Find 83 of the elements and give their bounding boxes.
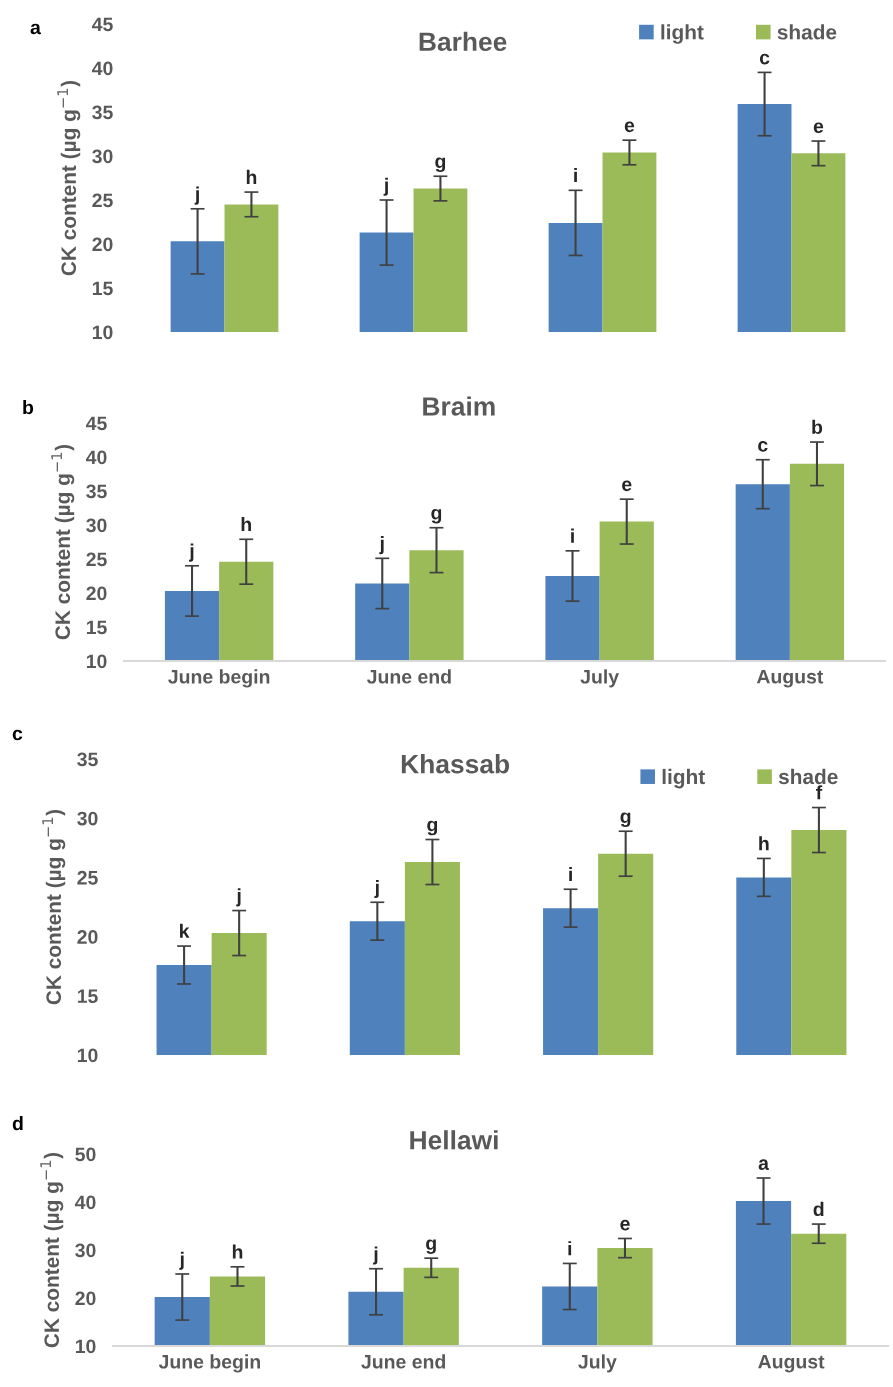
x-tick-label: June end (367, 669, 451, 684)
x-tick-label: August (756, 669, 824, 688)
data-label: j (194, 186, 199, 205)
y-tick-label: 50 (75, 1147, 96, 1162)
y-tick-label: 35 (77, 752, 98, 767)
y-tick-label: 30 (75, 1243, 96, 1258)
data-label: a (758, 1159, 770, 1170)
chart-title: Barhee (419, 31, 507, 52)
x-tick-label: June begin (168, 669, 270, 688)
x-tick-label: July (578, 1354, 617, 1373)
legend-label: shade (777, 24, 837, 40)
y-tick-label: 30 (77, 811, 98, 826)
data-label: g (431, 508, 442, 524)
y-tick-label: 20 (92, 237, 113, 252)
y-tick-label: 20 (75, 1291, 96, 1306)
y-axis-title: CK content (µg g$^{−1}$) (57, 80, 81, 276)
y-tick-label: 25 (86, 552, 107, 567)
text: d (12, 1116, 23, 1131)
y-tick-label: 25 (92, 193, 113, 208)
data-label: c (759, 53, 770, 65)
x-tick-label: August (758, 1354, 825, 1373)
y-tick-label: 15 (86, 620, 107, 635)
y-axis-title: CK content (µg g$^{−1}$) (40, 1152, 64, 1348)
x-tick-label: July (580, 669, 619, 688)
data-label: i (569, 866, 572, 882)
y-tick-label: 45 (86, 416, 107, 431)
chart-title: Braim (423, 396, 495, 416)
y-axis-title: CK content (µg g$^{−1}$) (42, 809, 66, 1005)
data-label: j (379, 536, 384, 555)
data-label: j (374, 879, 379, 899)
data-label: h (232, 1244, 243, 1259)
y-tick-label: 40 (92, 61, 113, 76)
data-label: e (624, 121, 635, 133)
y-tick-label: 25 (77, 870, 98, 885)
x-tick-label: June begin (158, 1354, 260, 1373)
data-label: e (813, 122, 824, 134)
chart-title: Khassab (401, 754, 510, 774)
y-tick-label: 10 (92, 325, 113, 340)
text: c (12, 729, 23, 741)
y-tick-label: 15 (77, 989, 98, 1004)
y-tick-label: 20 (86, 586, 107, 601)
y-tick-label: 45 (92, 17, 113, 32)
legend-label: shade (778, 768, 838, 785)
y-tick-label: 10 (75, 1339, 96, 1354)
data-label: k (180, 923, 190, 938)
y-tick-label: 10 (77, 1048, 98, 1063)
data-label: b (812, 419, 823, 435)
y-tick-label: 40 (75, 1195, 96, 1210)
data-label: i (568, 1241, 572, 1256)
data-label: e (620, 1219, 630, 1231)
y-axis-title: CK content (µg g$^{−1}$) (51, 444, 75, 640)
data-label: g (426, 1239, 436, 1254)
data-label: f (816, 785, 823, 800)
y-tick-label: 40 (86, 450, 107, 465)
text: a (30, 23, 41, 35)
data-label: j (236, 888, 241, 907)
data-label: j (383, 177, 388, 196)
data-label: i (574, 168, 577, 183)
y-tick-label: 15 (92, 281, 113, 296)
data-label: g (435, 157, 446, 173)
data-label: i (571, 528, 574, 543)
data-label: e (622, 480, 632, 492)
y-tick-label: 10 (86, 654, 107, 669)
data-label: d (813, 1201, 824, 1217)
text: b (23, 400, 34, 415)
chart-title: Hellawi (410, 1130, 498, 1150)
data-label: g (427, 820, 438, 836)
data-label: c (758, 441, 768, 452)
data-label: h (241, 516, 251, 532)
data-label: g (620, 812, 631, 828)
y-tick-label: 35 (86, 484, 107, 499)
data-label: j (373, 1246, 378, 1265)
y-tick-label: 30 (86, 518, 107, 533)
x-tick-label: June end (361, 1354, 446, 1369)
y-tick-label: 30 (92, 149, 113, 164)
data-label: h (246, 169, 257, 184)
y-tick-label: 35 (92, 105, 113, 120)
legend-label: light (661, 24, 704, 44)
legend-label: light (662, 768, 705, 789)
data-label: j (179, 1251, 184, 1270)
y-tick-label: 20 (77, 930, 98, 944)
data-label: j (189, 543, 194, 562)
data-label: h (759, 836, 769, 851)
